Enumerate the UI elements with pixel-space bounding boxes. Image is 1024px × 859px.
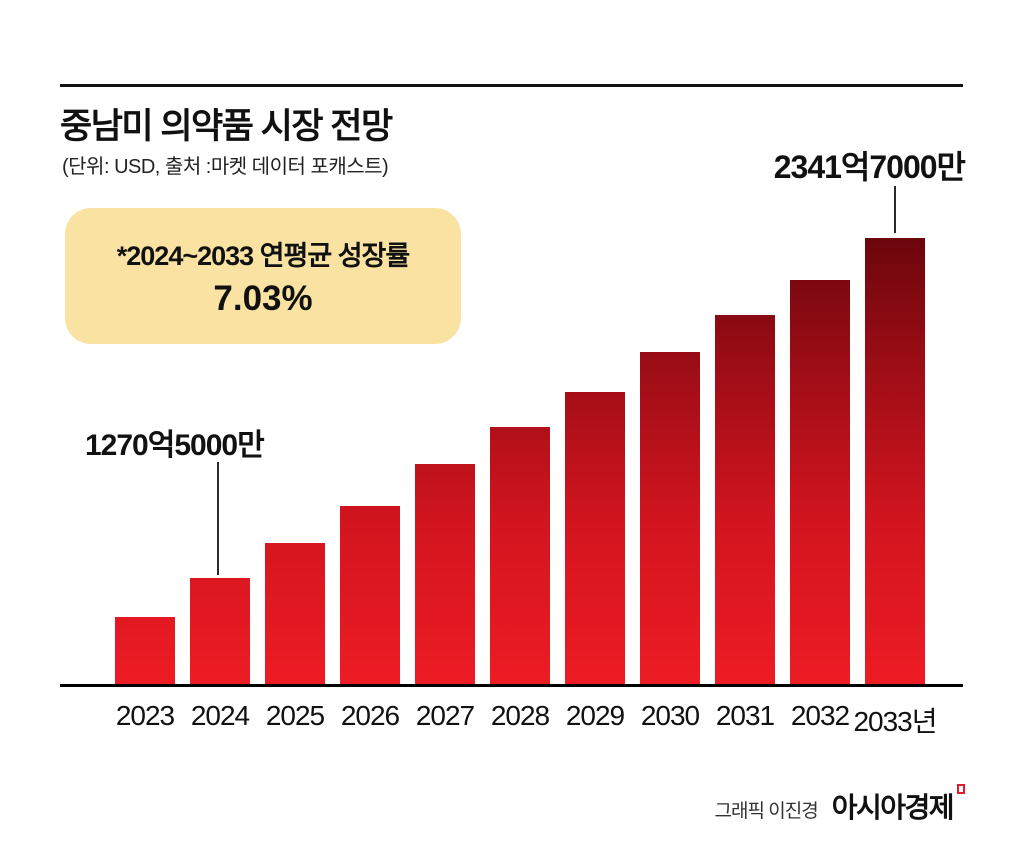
x-axis-label: 2026 [340, 700, 400, 731]
x-axis-label: 2023 [115, 700, 175, 731]
graphic-credit: 그래픽 이진경 [714, 801, 819, 822]
brand-logo-text: 아시아경제 [831, 792, 955, 823]
bar-2032 [790, 280, 850, 687]
x-axis-label: 2025 [265, 700, 325, 731]
cagr-label: *2024~2033 연평균 성장률 [116, 240, 410, 271]
bar-2023 [115, 617, 175, 687]
bars [115, 227, 925, 687]
cagr-value: 7.03% [213, 278, 313, 318]
annotation-2033-pointer-line [894, 186, 896, 233]
x-axis-label: 2030 [640, 700, 700, 731]
brand-square-icon [957, 784, 965, 794]
annotation-2033-value: 2341억7000만 [773, 149, 966, 185]
bar-2027 [415, 464, 475, 687]
page-title: 중남미 의약품 시장 전망 [60, 107, 393, 146]
footer: 그래픽 이진경 아시아경제 [714, 784, 965, 826]
x-axis-labels: 2023 2024 2025 2026 2027 2028 2029 2030 2031 2032… [115, 700, 938, 740]
bar-2026 [340, 506, 400, 687]
x-axis-line [60, 684, 963, 687]
bar-2025 [265, 543, 325, 687]
x-axis-label: 2028 [490, 700, 550, 731]
x-axis-label: 2029 [565, 700, 625, 731]
x-axis-label: 2031 [715, 700, 775, 731]
top-divider [60, 84, 963, 87]
annotation-2024-pointer-line [217, 462, 219, 575]
cagr-highlight-box: *2024~2033 연평균 성장률 7.03% [65, 208, 461, 344]
x-axis-label: 2024 [190, 700, 250, 731]
bar-2030 [640, 352, 700, 687]
x-axis-label: 2032 [790, 700, 850, 731]
bar-2031 [715, 315, 775, 687]
bar-2028 [490, 427, 550, 687]
x-axis-label: 2033년 [853, 706, 937, 737]
bar-2024 [190, 578, 250, 687]
brand-logo: 아시아경제 [831, 784, 965, 826]
chart-subtitle: (단위: USD, 출처 :마켓 데이터 포캐스트) [62, 156, 389, 178]
annotation-2024-value: 1270억5000만 [85, 429, 265, 462]
x-axis-label: 2027 [415, 700, 475, 731]
bar-2029 [565, 392, 625, 687]
bar-2033 [865, 238, 925, 687]
